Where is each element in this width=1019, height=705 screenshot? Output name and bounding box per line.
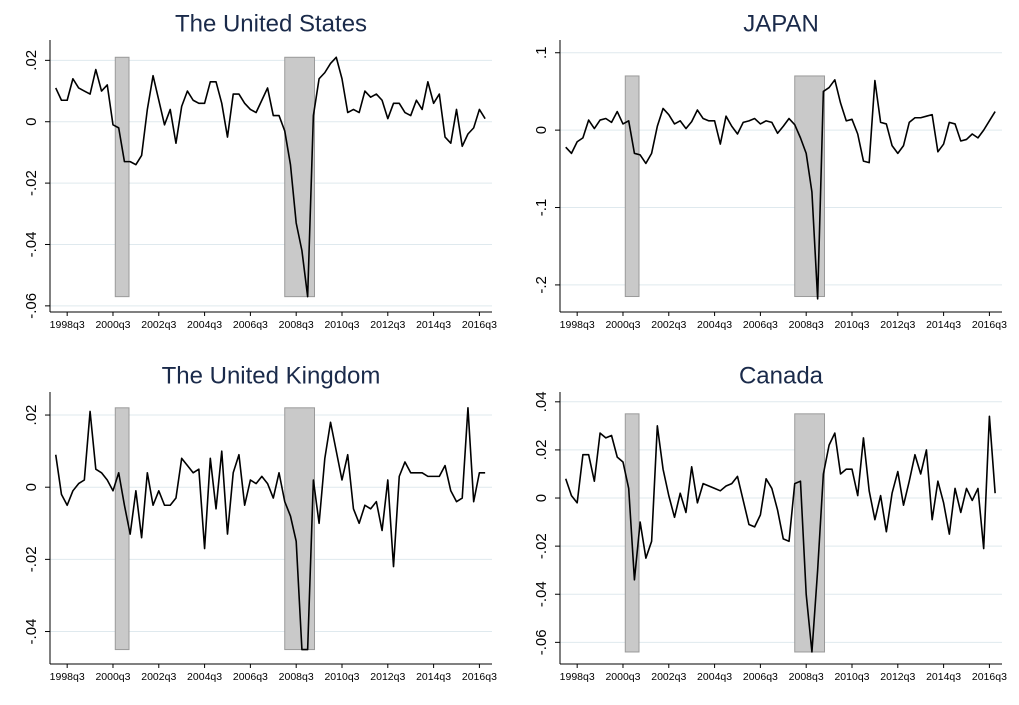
x-tick-label: 2000q3 [95, 671, 130, 683]
x-tick-label: 2016q3 [972, 319, 1007, 331]
y-tick-label: -.2 [533, 276, 550, 294]
x-tick-label: 2002q3 [651, 671, 686, 683]
y-tick-label: 0 [23, 118, 40, 126]
x-tick-label: 2008q3 [279, 319, 314, 331]
x-tick-label: 2014q3 [416, 319, 451, 331]
x-tick-label: 2012q3 [370, 319, 405, 331]
x-tick-label: 1998q3 [50, 319, 85, 331]
y-tick-label: .02 [23, 50, 40, 71]
x-tick-label: 2012q3 [880, 671, 915, 683]
y-tick-label: -.04 [23, 619, 40, 645]
x-tick-label: 2014q3 [416, 671, 451, 683]
y-tick-label: 0 [533, 126, 550, 134]
x-tick-label: 2014q3 [926, 319, 961, 331]
x-tick-label: 1998q3 [560, 319, 595, 331]
series-line [564, 415, 996, 653]
x-tick-label: 2002q3 [141, 319, 176, 331]
x-tick-label: 2008q3 [789, 319, 824, 331]
recession-band [114, 407, 130, 651]
x-tick-label: 2004q3 [187, 319, 222, 331]
x-tick-label: 2008q3 [279, 671, 314, 683]
x-tick-label: 2010q3 [324, 671, 359, 683]
y-tick-label: -.06 [533, 629, 550, 655]
x-tick-label: 2010q3 [324, 319, 359, 331]
x-tick-label: 1998q3 [560, 671, 595, 683]
y-tick-label: -.02 [533, 533, 550, 559]
recession-band [794, 75, 826, 298]
x-tick-label: 2014q3 [926, 671, 961, 683]
x-tick-label: 2000q3 [95, 319, 130, 331]
recession-band [114, 56, 130, 298]
x-tick-label: 2008q3 [789, 671, 824, 683]
x-tick-label: 2006q3 [233, 671, 268, 683]
x-tick-label: 2006q3 [743, 671, 778, 683]
chart-title: The United States [175, 10, 367, 37]
x-tick-label: 2010q3 [834, 319, 869, 331]
series-line [55, 56, 486, 298]
chart-title: JAPAN [743, 10, 819, 37]
chart-title: The United Kingdom [162, 362, 381, 389]
x-tick-label: 2012q3 [880, 319, 915, 331]
x-tick-label: 2004q3 [697, 671, 732, 683]
recession-band [624, 75, 640, 298]
y-tick-label: -.04 [533, 581, 550, 607]
recession-band [284, 56, 316, 298]
y-tick-label: 0 [23, 483, 40, 491]
x-tick-label: 2000q3 [605, 671, 640, 683]
y-tick-label: -.02 [23, 170, 40, 196]
x-tick-label: 2002q3 [141, 671, 176, 683]
x-tick-label: 2002q3 [651, 319, 686, 331]
y-tick-label: -.1 [533, 199, 550, 217]
x-tick-label: 2006q3 [233, 319, 268, 331]
x-tick-label: 2016q3 [462, 319, 497, 331]
y-tick-label: .02 [533, 439, 550, 460]
x-tick-label: 2010q3 [834, 671, 869, 683]
chart-title: Canada [739, 362, 824, 389]
y-tick-label: .02 [23, 405, 40, 426]
x-tick-label: 2016q3 [972, 671, 1007, 683]
y-tick-label: -.02 [23, 546, 40, 572]
x-tick-label: 2012q3 [370, 671, 405, 683]
x-tick-label: 2000q3 [605, 319, 640, 331]
x-tick-label: 1998q3 [50, 671, 85, 683]
series-line [565, 79, 996, 300]
y-tick-label: .04 [533, 391, 550, 412]
y-tick-label: .1 [533, 46, 550, 59]
x-tick-label: 2004q3 [187, 671, 222, 683]
y-tick-label: -.06 [23, 293, 40, 319]
series-line [54, 407, 486, 651]
x-tick-label: 2016q3 [462, 671, 497, 683]
y-tick-label: 0 [533, 494, 550, 502]
x-tick-label: 2004q3 [697, 319, 732, 331]
x-tick-label: 2006q3 [743, 319, 778, 331]
y-tick-label: -.04 [23, 232, 40, 258]
